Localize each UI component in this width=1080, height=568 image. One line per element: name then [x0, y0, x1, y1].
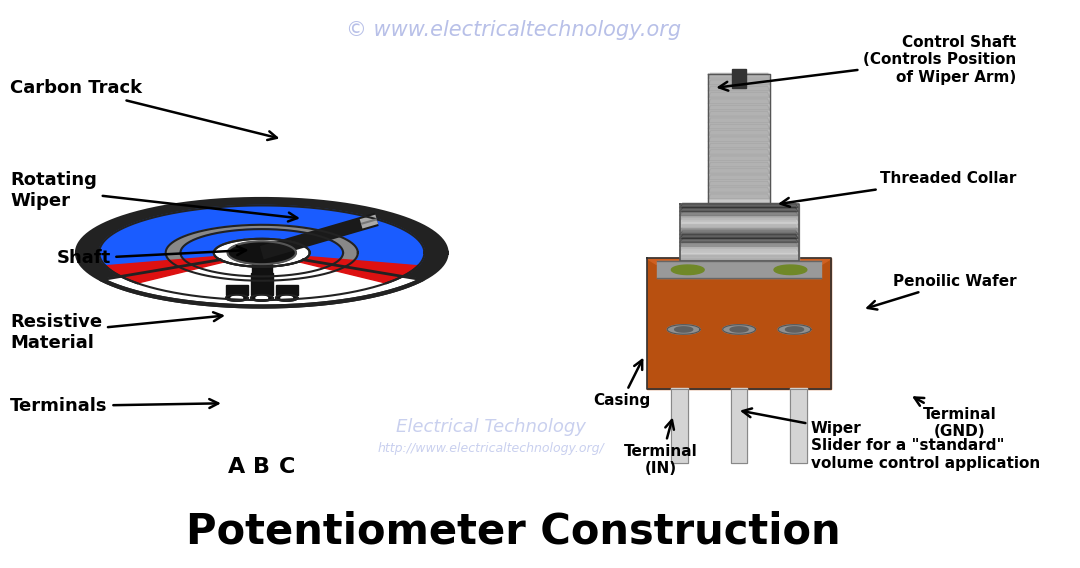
Polygon shape	[679, 253, 798, 258]
Text: Terminal
(GND): Terminal (GND)	[915, 398, 997, 440]
Text: Wiper
Slider for a "standard"
volume control application: Wiper Slider for a "standard" volume con…	[743, 408, 1040, 471]
Text: © www.electricaltechnology.org: © www.electricaltechnology.org	[346, 20, 680, 40]
Text: Rotating
Wiper: Rotating Wiper	[11, 171, 297, 222]
Polygon shape	[214, 239, 310, 267]
Polygon shape	[667, 325, 700, 334]
Text: Control Shaft
(Controls Position
of Wiper Arm): Control Shaft (Controls Position of Wipe…	[719, 35, 1016, 91]
Polygon shape	[785, 327, 804, 332]
Polygon shape	[679, 207, 798, 212]
Polygon shape	[708, 99, 770, 104]
Text: C: C	[280, 457, 296, 477]
Polygon shape	[165, 225, 357, 281]
Text: Carbon Track: Carbon Track	[11, 79, 276, 140]
Text: Casing: Casing	[593, 360, 650, 408]
Polygon shape	[708, 74, 770, 204]
Polygon shape	[657, 261, 821, 278]
Polygon shape	[226, 285, 248, 295]
Polygon shape	[708, 156, 770, 161]
Polygon shape	[672, 388, 688, 463]
Polygon shape	[672, 265, 704, 274]
Polygon shape	[231, 296, 243, 299]
Polygon shape	[708, 105, 770, 110]
Polygon shape	[708, 137, 770, 142]
Polygon shape	[708, 80, 770, 85]
Polygon shape	[679, 219, 798, 223]
Polygon shape	[708, 92, 770, 97]
Text: Terminals: Terminals	[11, 397, 218, 415]
Polygon shape	[275, 285, 298, 295]
Polygon shape	[732, 69, 746, 88]
Text: Electrical Technology: Electrical Technology	[395, 418, 585, 436]
Polygon shape	[256, 296, 268, 299]
Polygon shape	[214, 239, 310, 267]
Polygon shape	[99, 206, 424, 300]
Polygon shape	[708, 130, 770, 135]
Polygon shape	[252, 264, 272, 273]
Polygon shape	[251, 295, 273, 301]
Polygon shape	[708, 162, 770, 167]
Polygon shape	[679, 234, 798, 239]
Polygon shape	[180, 229, 343, 277]
Polygon shape	[791, 388, 807, 463]
Polygon shape	[779, 325, 811, 334]
Text: B: B	[254, 457, 270, 477]
Polygon shape	[679, 215, 798, 219]
Polygon shape	[708, 86, 770, 91]
Text: Potentiometer Construction: Potentiometer Construction	[186, 510, 840, 552]
Text: Terminal
(IN): Terminal (IN)	[624, 420, 698, 477]
Polygon shape	[708, 175, 770, 180]
Polygon shape	[730, 327, 748, 332]
Polygon shape	[708, 73, 770, 78]
Polygon shape	[679, 204, 798, 261]
Polygon shape	[647, 258, 832, 264]
Polygon shape	[679, 230, 798, 235]
Polygon shape	[679, 223, 798, 227]
Polygon shape	[275, 295, 298, 301]
Polygon shape	[679, 238, 798, 243]
Text: Shaft: Shaft	[56, 246, 246, 268]
Polygon shape	[679, 249, 798, 254]
Polygon shape	[708, 187, 770, 193]
Polygon shape	[708, 194, 770, 199]
Polygon shape	[679, 211, 798, 216]
Polygon shape	[228, 241, 296, 264]
Polygon shape	[708, 118, 770, 123]
Text: Threaded Collar: Threaded Collar	[781, 172, 1016, 207]
Polygon shape	[723, 325, 756, 334]
Polygon shape	[675, 327, 692, 332]
Polygon shape	[77, 199, 446, 307]
Text: A: A	[228, 457, 245, 477]
Polygon shape	[647, 258, 832, 389]
Polygon shape	[281, 296, 293, 299]
Polygon shape	[774, 265, 807, 274]
Polygon shape	[708, 124, 770, 129]
Text: Resistive
Material: Resistive Material	[11, 312, 222, 352]
Polygon shape	[679, 227, 798, 231]
Polygon shape	[708, 111, 770, 116]
Polygon shape	[100, 256, 423, 307]
Polygon shape	[708, 181, 770, 186]
Polygon shape	[226, 295, 248, 301]
Polygon shape	[679, 245, 798, 250]
Polygon shape	[708, 168, 770, 173]
Polygon shape	[298, 257, 418, 283]
Polygon shape	[679, 203, 798, 208]
Polygon shape	[251, 273, 273, 295]
Polygon shape	[679, 242, 798, 247]
Polygon shape	[708, 143, 770, 148]
Polygon shape	[106, 257, 225, 283]
Polygon shape	[708, 149, 770, 154]
Text: Penoilic Wafer: Penoilic Wafer	[867, 274, 1016, 310]
Text: http://www.electricaltechnology.org/: http://www.electricaltechnology.org/	[377, 442, 604, 455]
Polygon shape	[731, 388, 747, 463]
